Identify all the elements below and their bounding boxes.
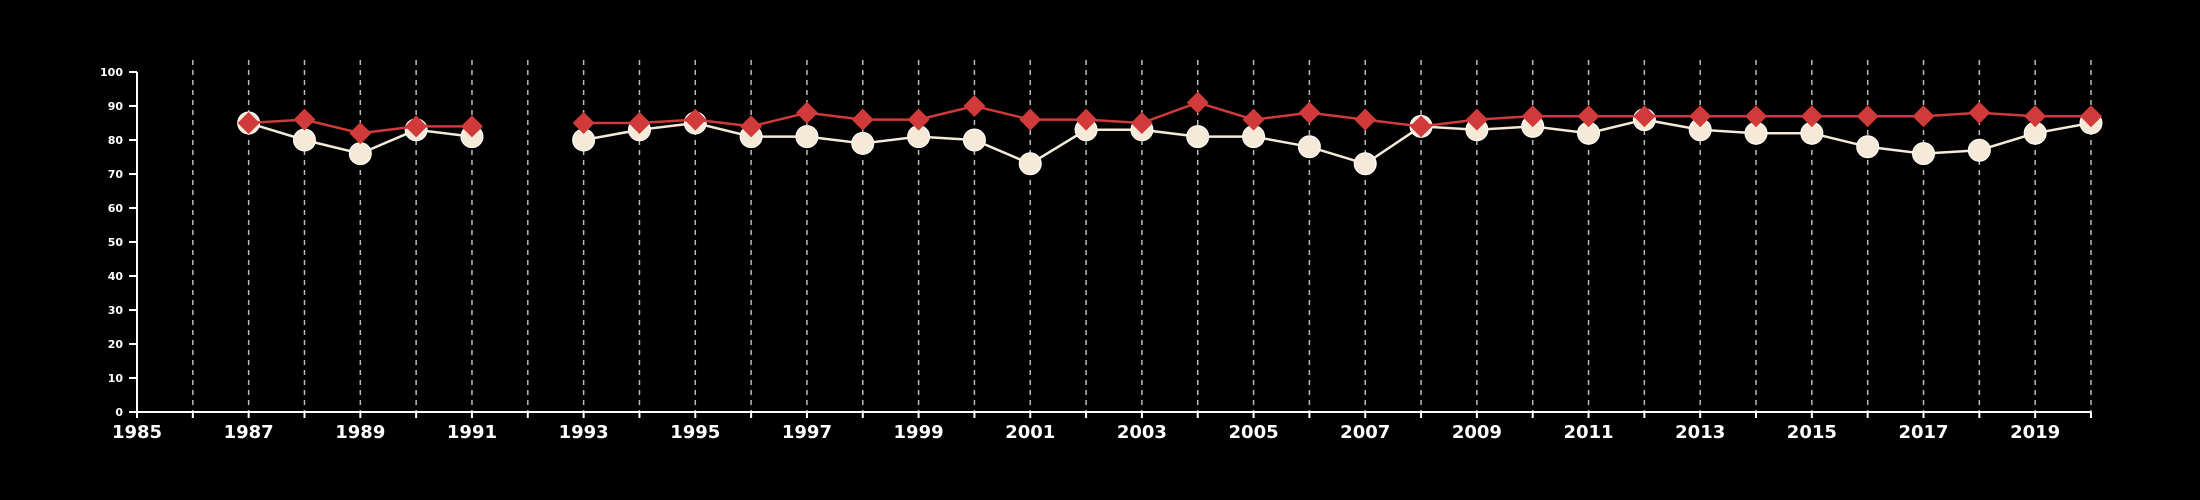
x-tick-label-2009: 2009 bbox=[1452, 422, 1502, 443]
series-1-point-1993 bbox=[572, 112, 595, 134]
series-1-point-1994 bbox=[628, 112, 651, 134]
series-2-line-1 bbox=[583, 118, 2092, 166]
series-1-line-1 bbox=[583, 101, 2091, 128]
series-2-point-2007 bbox=[1353, 152, 1377, 176]
series-1-point-1991 bbox=[460, 115, 483, 138]
x-tick-label-1993: 1993 bbox=[559, 422, 609, 443]
series-2-point-1997 bbox=[795, 125, 819, 149]
series-1-point-2008 bbox=[1410, 115, 1433, 138]
series-1-point-2007 bbox=[1354, 108, 1377, 131]
y-tick-label-50: 50 bbox=[108, 236, 124, 249]
series-1-point-2013 bbox=[1689, 105, 1712, 128]
series-1-point-1989 bbox=[349, 122, 372, 145]
series-1-point-2016 bbox=[1856, 105, 1879, 128]
series-1-point-1998 bbox=[851, 108, 874, 131]
series-1-point-1990 bbox=[405, 115, 428, 138]
x-tick-label-2007: 2007 bbox=[1340, 422, 1390, 443]
x-tick-label-2017: 2017 bbox=[1898, 422, 1948, 443]
y-tick-label-70: 70 bbox=[108, 168, 124, 181]
y-tick-label-20: 20 bbox=[108, 338, 124, 351]
series-2 bbox=[237, 108, 2103, 176]
series-2-point-2016 bbox=[1856, 135, 1880, 159]
y-tick-label-60: 60 bbox=[108, 202, 124, 215]
series-layer bbox=[237, 91, 2103, 176]
x-tick-label-1997: 1997 bbox=[782, 422, 832, 443]
series-2-point-2017 bbox=[1912, 142, 1936, 166]
series-2-point-2018 bbox=[1967, 138, 1991, 162]
series-1-point-2014 bbox=[1745, 105, 1768, 128]
series-1-point-2011 bbox=[1577, 105, 1600, 128]
series-1-point-2015 bbox=[1800, 105, 1823, 128]
y-tick-label-100: 100 bbox=[100, 66, 123, 79]
series-1-point-1988 bbox=[293, 108, 316, 131]
x-tick-label-1995: 1995 bbox=[670, 422, 720, 443]
x-tick-label-1985: 1985 bbox=[112, 422, 162, 443]
series-1-point-1987 bbox=[237, 112, 260, 134]
series-2-point-2001 bbox=[1018, 152, 1042, 176]
series-1-point-2000 bbox=[963, 95, 986, 117]
series-1 bbox=[237, 91, 2102, 145]
series-1-point-2006 bbox=[1298, 101, 1321, 124]
series-1-point-2009 bbox=[1465, 108, 1488, 131]
series-1-point-2002 bbox=[1075, 108, 1098, 131]
series-1-point-2005 bbox=[1242, 108, 1265, 131]
x-tick-label-2015: 2015 bbox=[1787, 422, 1837, 443]
series-2-point-2000 bbox=[962, 128, 986, 152]
series-1-point-2020 bbox=[2080, 105, 2102, 128]
series-1-point-2003 bbox=[1130, 112, 1153, 134]
series-1-point-1996 bbox=[740, 115, 763, 138]
y-tick-label-30: 30 bbox=[108, 304, 124, 317]
series-1-point-2019 bbox=[2024, 105, 2047, 128]
series-1-point-1995 bbox=[684, 108, 707, 131]
x-tick-label-2003: 2003 bbox=[1117, 422, 1167, 443]
vertical-gridlines bbox=[192, 60, 2092, 412]
series-1-point-2010 bbox=[1521, 105, 1544, 128]
x-tick-label-2013: 2013 bbox=[1675, 422, 1725, 443]
series-1-point-1997 bbox=[795, 101, 818, 124]
x-tick-label-2005: 2005 bbox=[1229, 422, 1279, 443]
series-2-point-1988 bbox=[292, 128, 316, 152]
y-tick-label-40: 40 bbox=[108, 270, 124, 283]
y-tick-label-80: 80 bbox=[108, 134, 124, 147]
series-2-point-1989 bbox=[348, 142, 372, 166]
x-tick-label-2011: 2011 bbox=[1563, 422, 1613, 443]
x-tick-label-2019: 2019 bbox=[2010, 422, 2060, 443]
series-2-point-1998 bbox=[851, 131, 875, 155]
series-1-point-1999 bbox=[907, 108, 930, 131]
axes: 0 10 20 30 40 50 60 70 80 90 100 1985 1987 1989 1991 19… bbox=[100, 66, 2092, 443]
series-1-point-2004 bbox=[1186, 91, 1209, 114]
x-tick-label-1991: 1991 bbox=[447, 422, 497, 443]
x-tick-label-1989: 1989 bbox=[335, 422, 385, 443]
y-tick-label-10: 10 bbox=[108, 372, 124, 385]
x-tick-label-1987: 1987 bbox=[224, 422, 274, 443]
y-tick-label-0: 0 bbox=[115, 406, 123, 419]
series-2-point-2004 bbox=[1186, 125, 1210, 149]
series-1-point-2012 bbox=[1633, 105, 1656, 128]
series-1-point-2017 bbox=[1912, 105, 1935, 128]
x-tick-label-2001: 2001 bbox=[1005, 422, 1055, 443]
series-2-point-2006 bbox=[1297, 135, 1321, 159]
series-1-point-2001 bbox=[1019, 108, 1042, 131]
series-1-point-2018 bbox=[1968, 101, 1991, 124]
x-tick-label-1999: 1999 bbox=[894, 422, 944, 443]
y-tick-label-90: 90 bbox=[108, 100, 124, 113]
